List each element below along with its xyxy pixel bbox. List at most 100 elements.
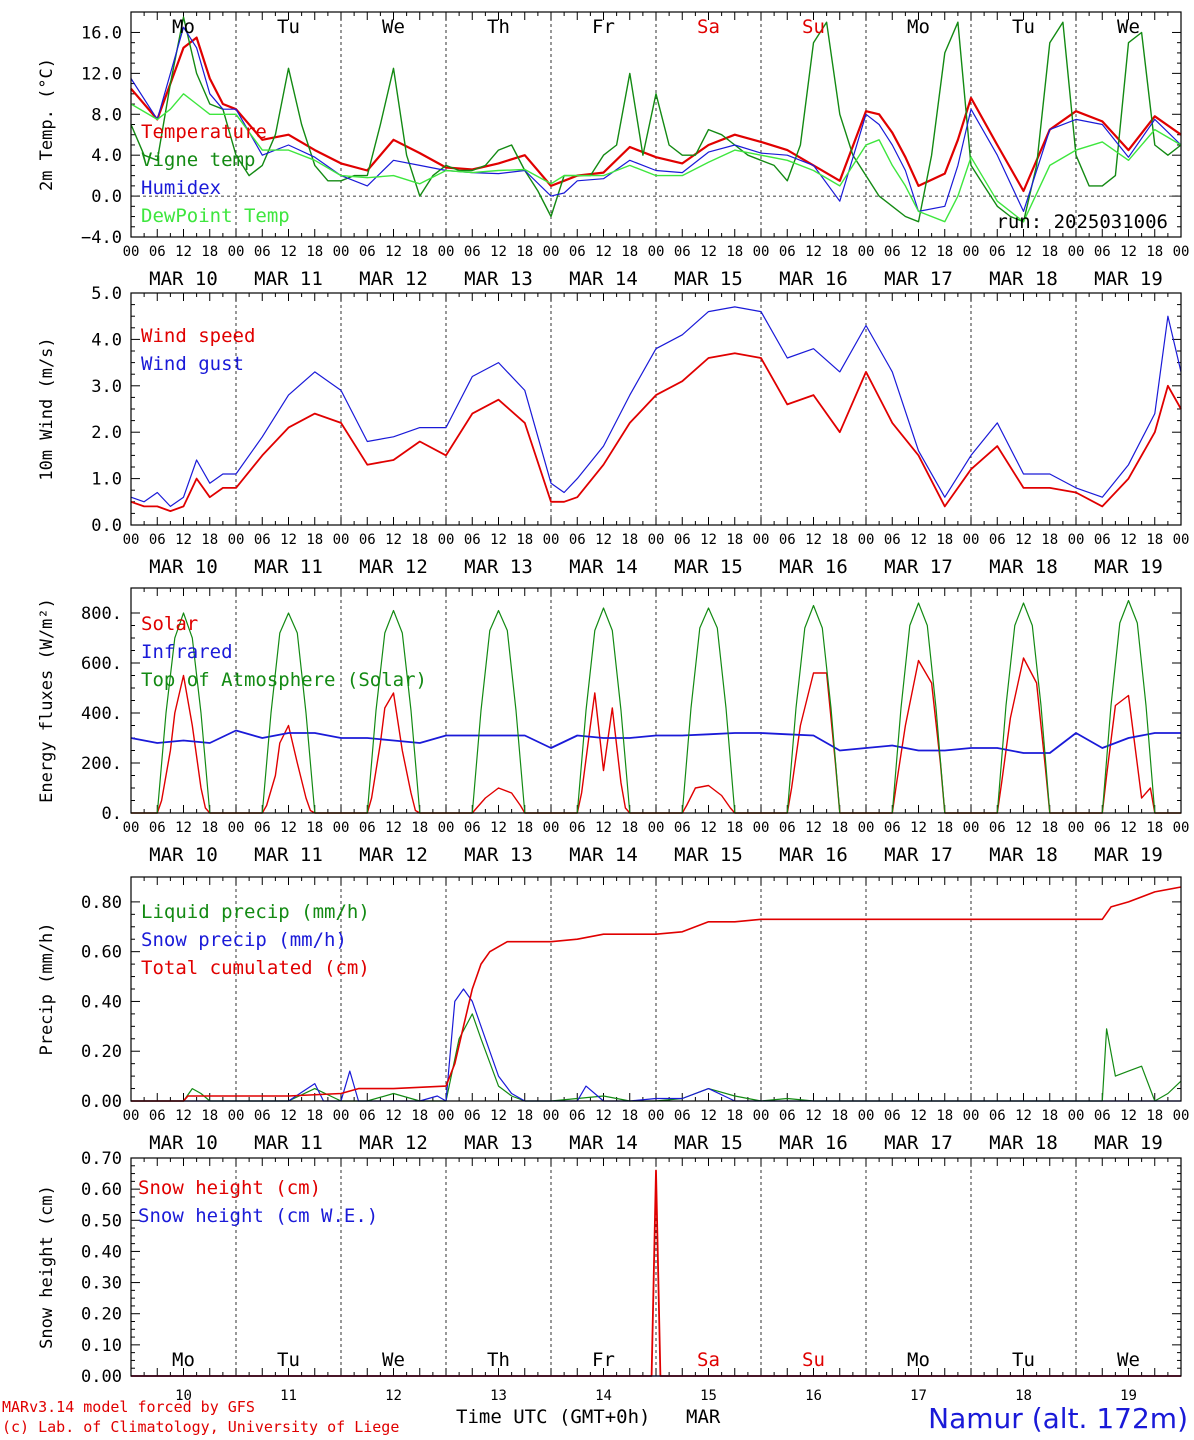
hour-tick-label: 00 bbox=[333, 244, 350, 260]
hour-tick-label: 06 bbox=[674, 1108, 691, 1124]
hour-tick-label: 06 bbox=[674, 244, 691, 260]
day-label: MAR 15 bbox=[674, 268, 743, 290]
hour-tick-label: 06 bbox=[989, 1108, 1006, 1124]
hour-tick-label: 12 bbox=[805, 820, 822, 836]
hour-tick-label: 06 bbox=[359, 244, 376, 260]
hour-tick-label: 12 bbox=[490, 820, 507, 836]
y-tick-label: 4.0 bbox=[91, 330, 122, 350]
hour-tick-label: 18 bbox=[1041, 1108, 1058, 1124]
hour-tick-label: 00 bbox=[753, 1108, 770, 1124]
y-tick-label: −4.0 bbox=[81, 228, 122, 248]
day-label: MAR 19 bbox=[1094, 1132, 1163, 1154]
hour-tick-label: 00 bbox=[333, 1108, 350, 1124]
y-tick-label: 0.30 bbox=[81, 1274, 122, 1294]
legend-entry: Top of Atmosphere (Solar) bbox=[141, 669, 427, 691]
hour-tick-label: 18 bbox=[831, 1108, 848, 1124]
weekday-label: Sa bbox=[697, 16, 720, 38]
hour-tick-label: 18 bbox=[1041, 820, 1058, 836]
day-label: MAR 17 bbox=[884, 556, 953, 578]
day-label: MAR 16 bbox=[779, 556, 848, 578]
hour-tick-label: 06 bbox=[464, 1108, 481, 1124]
hour-tick-label: 18 bbox=[936, 820, 953, 836]
hour-tick-label: 12 bbox=[805, 532, 822, 548]
panel-1: −4.0 0.0 4.0 8.0 12.0 16.0 2m Temp. (°C) Temper… bbox=[37, 11, 1189, 290]
panel-frame bbox=[130, 876, 1182, 1102]
day-label: MAR 10 bbox=[149, 844, 218, 866]
y-tick-label: 0.20 bbox=[81, 1305, 122, 1325]
day-label: MAR 12 bbox=[359, 844, 428, 866]
hour-tick-label: 00 bbox=[858, 820, 875, 836]
hour-tick-label: 00 bbox=[333, 820, 350, 836]
hour-tick-label: 18 bbox=[201, 244, 218, 260]
hour-tick-label: 12 bbox=[805, 1108, 822, 1124]
weekday-label: We bbox=[382, 1349, 405, 1371]
hour-tick-label: 00 bbox=[123, 244, 140, 260]
hour-tick-label: 06 bbox=[884, 820, 901, 836]
day-label: MAR 13 bbox=[464, 844, 533, 866]
legend-entry: Snow height (cm W.E.) bbox=[138, 1205, 378, 1227]
hour-tick-label: 12 bbox=[595, 244, 612, 260]
y-tick-label: 1.0 bbox=[91, 470, 122, 490]
hour-tick-label: 18 bbox=[936, 244, 953, 260]
hour-tick-label: 00 bbox=[123, 820, 140, 836]
day-label: MAR 14 bbox=[569, 844, 638, 866]
legend-entry: Vigne temp bbox=[141, 149, 255, 171]
y-tick-label: 0.60 bbox=[81, 943, 122, 963]
y-tick-label: 800. bbox=[81, 604, 122, 624]
day-label: MAR 18 bbox=[989, 844, 1058, 866]
hour-tick-label: 06 bbox=[884, 532, 901, 548]
hour-tick-label: 12 bbox=[1015, 820, 1032, 836]
hour-tick-label: 12 bbox=[910, 1108, 927, 1124]
hour-tick-label: 12 bbox=[175, 1108, 192, 1124]
hour-tick-label: 12 bbox=[280, 244, 297, 260]
day-label: MAR 11 bbox=[254, 556, 323, 578]
series-dewpoint-temp bbox=[130, 93, 1182, 223]
hour-tick-label: 18 bbox=[306, 1108, 323, 1124]
day-label: MAR 14 bbox=[569, 1132, 638, 1154]
y-axis-title: Energy fluxes (W/m²) bbox=[37, 598, 57, 803]
hour-tick-label: 00 bbox=[438, 244, 455, 260]
hour-tick-label: 06 bbox=[569, 532, 586, 548]
y-tick-label: 400. bbox=[81, 704, 122, 724]
hour-tick-label: 06 bbox=[464, 820, 481, 836]
y-tick-label: 0.20 bbox=[81, 1042, 122, 1062]
day-number-label: 10 bbox=[175, 1388, 192, 1404]
y-tick-label: 16.0 bbox=[81, 23, 122, 43]
hour-tick-label: 00 bbox=[228, 244, 245, 260]
day-label: MAR 19 bbox=[1094, 556, 1163, 578]
hour-tick-label: 06 bbox=[359, 1108, 376, 1124]
hour-tick-label: 06 bbox=[464, 532, 481, 548]
day-label: MAR 10 bbox=[149, 1132, 218, 1154]
hour-tick-label: 06 bbox=[569, 244, 586, 260]
series-humidex bbox=[130, 26, 1182, 212]
hour-tick-label: 00 bbox=[438, 1108, 455, 1124]
hour-tick-label: 06 bbox=[1094, 532, 1111, 548]
legend-entry: Total cumulated (cm) bbox=[141, 957, 370, 979]
y-tick-label: 0.50 bbox=[81, 1211, 122, 1231]
y-tick-label: 0.60 bbox=[81, 1180, 122, 1200]
day-label: MAR 16 bbox=[779, 1132, 848, 1154]
hour-tick-label: 12 bbox=[280, 1108, 297, 1124]
day-label: MAR 16 bbox=[779, 844, 848, 866]
hour-tick-label: 06 bbox=[359, 532, 376, 548]
hour-tick-label: 18 bbox=[1041, 244, 1058, 260]
hour-tick-label: 12 bbox=[385, 532, 402, 548]
series-infrared bbox=[130, 729, 1181, 754]
panel-4: 0.00 0.20 0.40 0.60 0.80 Precip (mm/h) Liquid … bbox=[37, 876, 1189, 1154]
hour-tick-label: 06 bbox=[464, 244, 481, 260]
y-tick-label: 5.0 bbox=[91, 284, 122, 304]
hour-tick-label: 18 bbox=[831, 532, 848, 548]
weekday-label: Tu bbox=[277, 16, 300, 38]
panel-frame bbox=[130, 587, 1182, 814]
legend-entry: Infrared bbox=[141, 641, 233, 663]
hour-tick-label: 12 bbox=[1120, 1108, 1137, 1124]
weekday-label: Th bbox=[487, 1349, 510, 1371]
y-tick-label: 0.0 bbox=[91, 516, 122, 536]
day-label: MAR 11 bbox=[254, 268, 323, 290]
day-label: MAR 11 bbox=[254, 844, 323, 866]
y-axis-title: 2m Temp. (°C) bbox=[37, 58, 57, 191]
day-label: MAR 18 bbox=[989, 556, 1058, 578]
hour-tick-label: 00 bbox=[438, 820, 455, 836]
hour-tick-label: 00 bbox=[543, 244, 560, 260]
day-label: MAR 15 bbox=[674, 844, 743, 866]
